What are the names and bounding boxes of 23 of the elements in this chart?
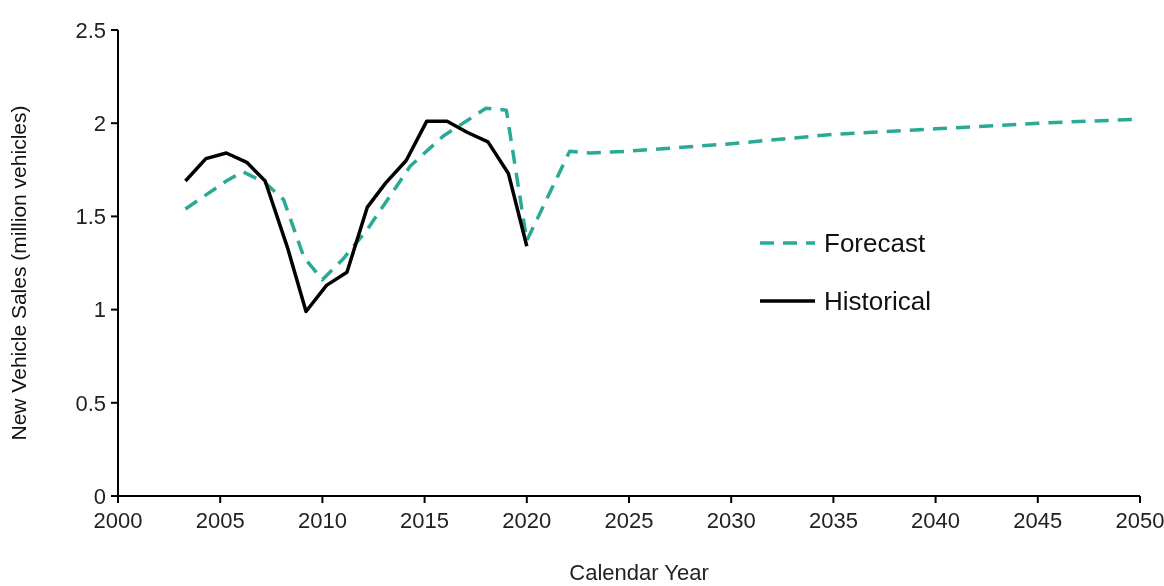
x-tick-label: 2010	[297, 508, 347, 533]
x-tick-label: 2005	[195, 508, 245, 533]
line-series	[183, 119, 529, 314]
legend-label: Forecast	[824, 228, 926, 259]
x-tick-label: 2020	[502, 508, 552, 533]
x-tick-label: 2050	[1115, 508, 1164, 533]
x-tick-label: 2000	[93, 508, 143, 533]
line-series	[183, 106, 1134, 282]
x-tick-label: 2015	[400, 508, 450, 533]
legend-label: Historical	[824, 286, 931, 317]
y-axis-title: New Vehicle Sales (million vehicles)	[7, 105, 30, 441]
y-tick-label: 1.5	[75, 204, 106, 230]
x-tick-label: 2045	[1013, 508, 1063, 533]
y-tick-label: 1	[93, 297, 106, 323]
x-tick-label: 2040	[911, 508, 961, 533]
y-tick-label: 2	[93, 110, 106, 136]
x-tick-label: 2025	[604, 508, 654, 533]
y-tick-label: 2.5	[75, 17, 106, 43]
y-tick-label: 0	[93, 483, 106, 509]
x-tick-label: 2035	[808, 508, 858, 533]
x-axis-title: Calendar Year	[569, 560, 709, 585]
x-tick-label: 2030	[706, 508, 756, 533]
y-tick-label: 0.5	[75, 390, 106, 416]
